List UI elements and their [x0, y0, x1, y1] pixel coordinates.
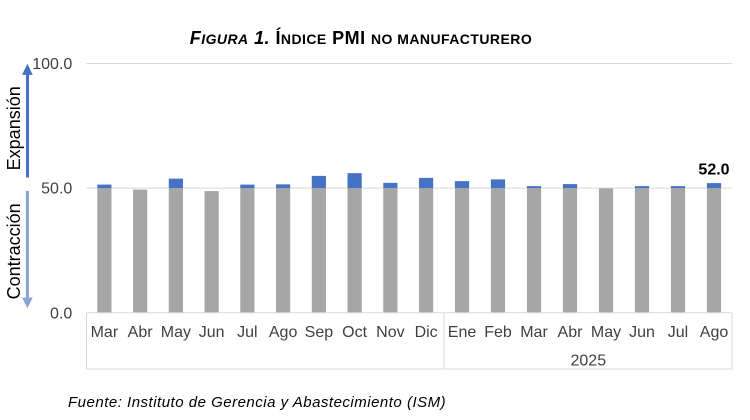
svg-text:Ago: Ago [700, 324, 729, 341]
svg-text:Oct: Oct [342, 324, 367, 341]
svg-text:Dic: Dic [415, 324, 438, 341]
svg-text:May: May [161, 324, 191, 341]
svg-text:Jul: Jul [237, 324, 257, 341]
svg-text:Mar: Mar [91, 324, 119, 341]
svg-text:Mar: Mar [520, 324, 548, 341]
svg-text:Feb: Feb [484, 324, 512, 341]
svg-text:2025: 2025 [571, 352, 607, 369]
svg-text:Abr: Abr [558, 324, 584, 341]
svg-text:Nov: Nov [376, 324, 404, 341]
svg-text:Expansión: Expansión [4, 86, 24, 170]
svg-text:100.0: 100.0 [32, 56, 72, 73]
svg-text:Jul: Jul [668, 324, 688, 341]
svg-text:FIGURA 1. ÍNDICE PMI NO MANUFA: FIGURA 1. ÍNDICE PMI NO MANUFACTURERO [190, 27, 532, 48]
svg-text:52.0: 52.0 [698, 162, 729, 179]
svg-text:Ago: Ago [269, 324, 298, 341]
svg-text:Jun: Jun [199, 324, 225, 341]
svg-text:Ene: Ene [448, 324, 477, 341]
svg-text:Abr: Abr [128, 324, 154, 341]
svg-text:0.0: 0.0 [50, 305, 72, 322]
svg-text:50.0: 50.0 [41, 181, 72, 198]
svg-text:Fuente: Instituto de Gerencia: Fuente: Instituto de Gerencia y Abasteci… [68, 394, 446, 411]
svg-text:May: May [591, 324, 621, 341]
svg-text:Jun: Jun [629, 324, 655, 341]
svg-text:Sep: Sep [305, 324, 334, 341]
svg-text:Contracción: Contracción [4, 203, 24, 299]
